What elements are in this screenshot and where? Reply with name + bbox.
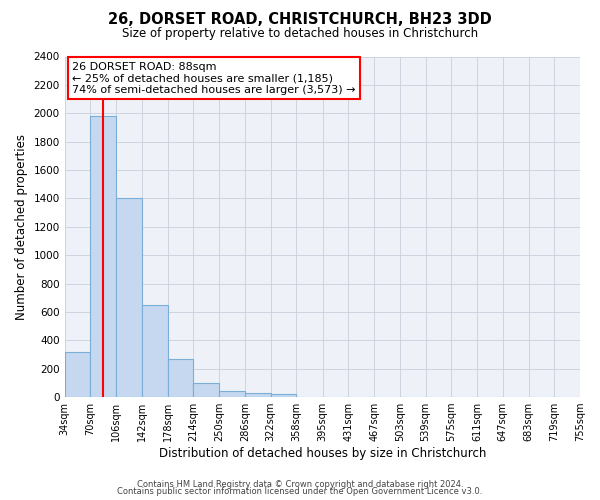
Bar xyxy=(271,394,296,397)
Bar xyxy=(219,390,245,397)
Bar xyxy=(116,198,142,397)
Y-axis label: Number of detached properties: Number of detached properties xyxy=(15,134,28,320)
Bar xyxy=(91,116,116,397)
Text: Contains HM Land Registry data © Crown copyright and database right 2024.: Contains HM Land Registry data © Crown c… xyxy=(137,480,463,489)
Bar xyxy=(193,383,219,397)
X-axis label: Distribution of detached houses by size in Christchurch: Distribution of detached houses by size … xyxy=(158,447,486,460)
Text: Contains public sector information licensed under the Open Government Licence v3: Contains public sector information licen… xyxy=(118,488,482,496)
Text: Size of property relative to detached houses in Christchurch: Size of property relative to detached ho… xyxy=(122,28,478,40)
Bar xyxy=(142,305,167,397)
Text: 26, DORSET ROAD, CHRISTCHURCH, BH23 3DD: 26, DORSET ROAD, CHRISTCHURCH, BH23 3DD xyxy=(108,12,492,28)
Text: 26 DORSET ROAD: 88sqm
← 25% of detached houses are smaller (1,185)
74% of semi-d: 26 DORSET ROAD: 88sqm ← 25% of detached … xyxy=(73,62,356,95)
Bar xyxy=(65,352,91,397)
Bar xyxy=(167,359,193,397)
Bar xyxy=(245,393,271,397)
